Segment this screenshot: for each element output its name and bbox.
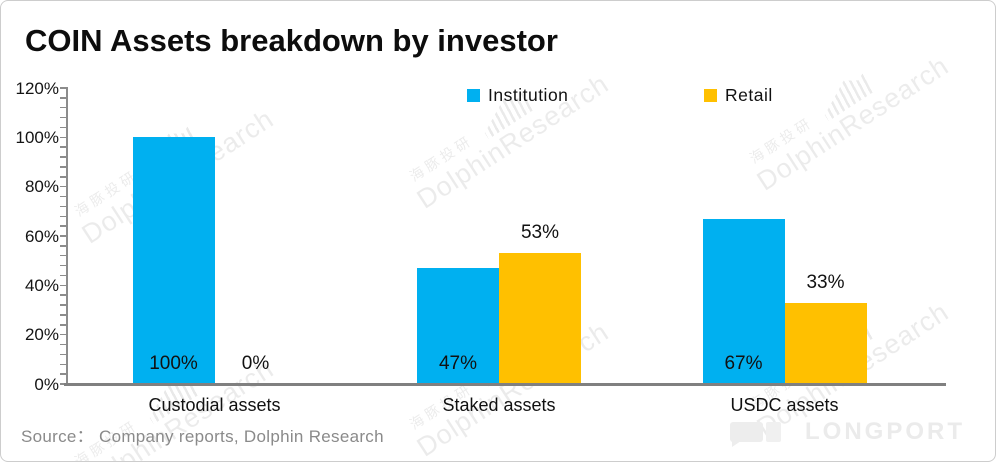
y-axis-minor-tick (60, 383, 66, 385)
y-axis-minor-tick (60, 136, 66, 139)
chart-title: COIN Assets breakdown by investor (25, 23, 558, 58)
y-axis-minor-tick (60, 126, 66, 129)
x-axis-line (64, 383, 946, 386)
y-axis-minor-tick (60, 245, 66, 247)
longport-logo-text: LONGPORT (805, 418, 965, 445)
y-axis-minor-tick (60, 314, 66, 316)
category-label-1: Custodial assets (148, 395, 281, 415)
y-axis-minor-tick (60, 156, 66, 158)
bar-institution-1 (132, 137, 215, 384)
bar-retail-3 (784, 302, 867, 384)
y-axis-minor-tick (60, 87, 66, 89)
y-axis-minor-tick (60, 215, 66, 218)
bar-value-label: 0% (241, 353, 270, 374)
longport-bubble-icon (730, 422, 781, 447)
legend-label-retail: Retail (725, 85, 773, 105)
y-axis-minor-tick (60, 284, 66, 287)
source-note: Source： Company reports, Dolphin Researc… (21, 427, 384, 446)
category-label-2: Staked assets (442, 395, 556, 415)
y-axis-line (66, 87, 68, 385)
y-axis-minor-tick (60, 195, 66, 198)
bar-value-label: 100% (149, 353, 198, 374)
y-axis-minor-tick (60, 235, 66, 237)
y-axis-minor-tick (60, 176, 66, 178)
y-axis-minor-tick (60, 254, 66, 257)
y-axis-tick-label: 0% (34, 374, 59, 394)
y-axis-tick-label: 120% (15, 78, 59, 98)
bar-institution-2 (417, 268, 499, 384)
legend-item-institution: Institution (467, 85, 568, 106)
y-axis-minor-tick (60, 343, 66, 346)
y-axis-tick-label: 20% (24, 325, 59, 345)
legend-swatch-institution (467, 89, 480, 102)
y-axis-minor-tick (60, 274, 66, 277)
y-axis-minor-tick (60, 363, 66, 366)
bar-value-label: 33% (806, 271, 845, 293)
y-axis-minor-tick (60, 106, 66, 109)
y-axis-tick-label: 40% (24, 275, 59, 295)
y-axis-minor-tick (60, 185, 66, 188)
legend-item-retail: Retail (704, 85, 773, 106)
y-axis-minor-tick (60, 373, 66, 375)
bar-value-label: 67% (724, 353, 763, 374)
y-axis-tick-label: 60% (24, 226, 59, 246)
legend-label-institution: Institution (488, 85, 569, 105)
watermark-hatch-icon (814, 69, 875, 121)
y-axis-minor-tick (60, 294, 66, 296)
y-axis-minor-tick (60, 264, 66, 267)
legend-swatch-retail (704, 89, 717, 102)
y-axis-minor-tick (60, 166, 66, 168)
bar-retail-2 (499, 253, 581, 384)
y-axis-minor-tick (60, 97, 66, 99)
y-axis-minor-tick (60, 353, 66, 356)
bar-value-label: 47% (438, 353, 478, 374)
y-axis-minor-tick (60, 205, 66, 208)
bar-value-label: 53% (520, 222, 560, 244)
bar-institution-3 (702, 218, 785, 384)
y-axis-minor-tick (60, 333, 66, 336)
longport-logo: LONGPORT (730, 418, 965, 447)
y-axis-minor-tick (60, 146, 66, 148)
y-axis-minor-tick (60, 225, 66, 227)
y-axis-tick-label: 100% (15, 127, 59, 147)
y-axis-tick-label: 80% (24, 177, 59, 197)
y-axis-minor-tick (60, 116, 66, 119)
category-label-3: USDC assets (730, 395, 839, 415)
y-axis-minor-tick (60, 324, 66, 326)
y-axis-minor-tick (60, 304, 66, 306)
